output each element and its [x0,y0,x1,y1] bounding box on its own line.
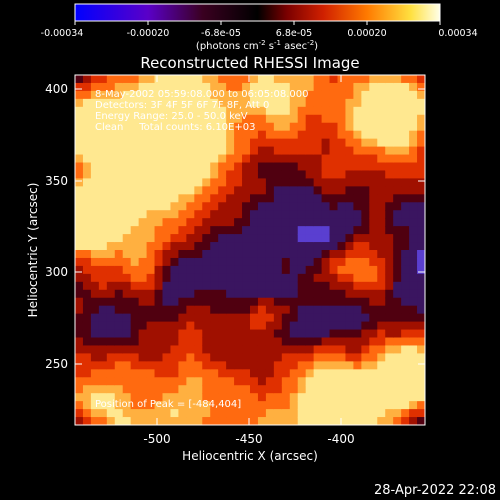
colorbar-tick-label: -6.8e-05 [201,28,241,39]
info-clean-counts: Clean Total counts: 6.10E+03 [95,122,255,133]
colorbar-tick-label: 6.8e-05 [276,28,312,39]
x-tick-label: -400 [327,432,354,446]
y-tick-label: 350 [45,174,68,188]
x-axis-ticks [156,75,342,425]
y-tick-label: 300 [45,265,68,279]
info-peak-position: Position of Peak = [-484,404] [95,399,241,410]
timestamp: 28-Apr-2022 22:08 [374,483,496,498]
y-tick-label: 400 [45,82,68,96]
colorbar: -0.00034 -0.00020 -6.8e-05 6.8e-05 0.000… [41,3,478,52]
colorbar-unit-label: (photons cm-2 s-1 asec-2) [196,39,318,52]
info-energy-range: Energy Range: 25.0 - 50.0 keV [95,111,248,122]
colorbar-tick-label: 0.00020 [347,28,386,39]
info-detectors: Detectors: 3F 4F 5F 6F 7F 8F, Att 0 [95,100,269,111]
observation-info: 8-May-2002 05:59:08.000 to 06:05:08.000 … [95,89,308,410]
heatmap-cells [75,75,425,425]
colorbar-ticks [74,21,441,25]
colorbar-tick-label: 0.00034 [438,28,477,39]
plot-frame [74,74,426,426]
x-tick-label: -500 [143,432,170,446]
y-axis-label: Heliocentric Y (arcsec) [26,183,40,318]
y-axis-ticks [75,88,425,365]
colorbar-tick-label: -0.00034 [41,28,84,39]
colorbar-tick-label: -0.00020 [127,28,170,39]
y-tick-label: 250 [45,357,68,371]
plot-title: Reconstructed RHESSI Image [140,54,359,72]
x-axis-label: Heliocentric X (arcsec) [182,449,318,463]
rhessi-image [75,75,425,425]
info-time-range: 8-May-2002 05:59:08.000 to 06:05:08.000 [95,89,308,100]
colorbar-gradient [74,3,441,22]
x-tick-label: -450 [235,432,262,446]
